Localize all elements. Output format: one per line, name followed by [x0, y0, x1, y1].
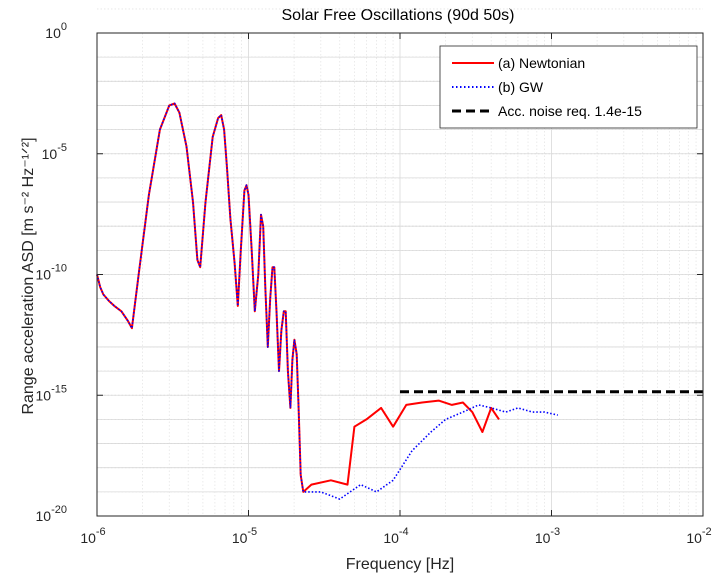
y-tick-label: 10-20	[36, 504, 67, 524]
y-tick-label: 10-5	[42, 142, 67, 162]
grid	[97, 8, 703, 516]
legend-box	[439, 45, 698, 129]
x-tick-label: 10-3	[535, 526, 560, 546]
y-tick-label: 100	[45, 21, 67, 41]
y-tick-label: 10-15	[36, 383, 67, 403]
x-tick-label: 10-6	[80, 526, 105, 546]
legend-label-gw: (b) GW	[498, 79, 544, 95]
x-tick-label: 10-5	[232, 526, 257, 546]
x-axis-title: Frequency [Hz]	[346, 556, 454, 573]
chart-title: Solar Free Oscillations (90d 50s)	[282, 7, 515, 24]
x-tick-label: 10-2	[686, 526, 711, 546]
legend-label-newtonian: (a) Newtonian	[498, 55, 585, 71]
legend: (a) Newtonian (b) GW Acc. noise req. 1.4…	[439, 45, 698, 129]
x-tick-label: 10-4	[383, 526, 408, 546]
y-tick-label: 10-10	[36, 263, 67, 283]
legend-label-noise: Acc. noise req. 1.4e-15	[498, 103, 642, 119]
series-line-gw	[96, 102, 558, 500]
series-layer	[96, 102, 703, 500]
y-axis-title: Range acceleration ASD [m s⁻² Hz⁻¹ᐟ²]	[20, 137, 37, 414]
